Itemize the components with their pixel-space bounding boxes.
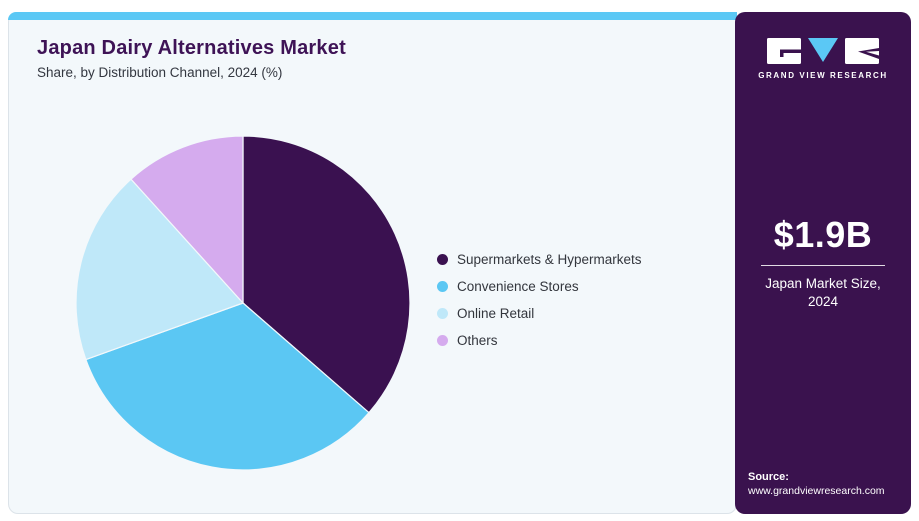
legend-item: Others xyxy=(437,331,642,349)
legend-item: Supermarkets & Hypermarkets xyxy=(437,250,642,268)
chart-card: Japan Dairy Alternatives Market Share, b… xyxy=(8,12,737,514)
pie-slice-3[interactable] xyxy=(75,178,244,361)
market-size-stat: $1.9B Japan Market Size, 2024 xyxy=(735,214,911,311)
brand-name: GRAND VIEW RESEARCH xyxy=(758,71,888,80)
legend-label: Convenience Stores xyxy=(457,278,579,294)
legend-label: Supermarkets & Hypermarkets xyxy=(457,251,642,267)
market-size-label: Japan Market Size, 2024 xyxy=(765,276,881,310)
legend: Supermarkets & Hypermarkets Convenience S… xyxy=(437,250,642,349)
brand-sidebar: GRAND VIEW RESEARCH $1.9B Japan Market S… xyxy=(735,12,911,514)
legend-label: Others xyxy=(457,332,498,348)
pie-slice-4[interactable] xyxy=(130,135,244,304)
legend-item: Convenience Stores xyxy=(437,277,642,295)
chart-title: Japan Dairy Alternatives Market xyxy=(37,37,346,59)
gvr-logo-icon xyxy=(767,38,879,64)
top-accent-bar xyxy=(8,12,737,20)
chart-subtitle: Share, by Distribution Channel, 2024 (%) xyxy=(37,65,283,80)
gvr-logo: GRAND VIEW RESEARCH xyxy=(735,38,911,80)
legend-swatch-icon xyxy=(437,307,448,319)
pie-chart xyxy=(75,135,411,471)
source-block: Source: www.grandviewresearch.com xyxy=(748,471,885,497)
legend-swatch-icon xyxy=(437,280,448,292)
legend-swatch-icon xyxy=(437,253,448,265)
legend-label: Online Retail xyxy=(457,305,535,321)
stat-divider xyxy=(761,265,885,266)
market-size-value: $1.9B xyxy=(773,214,873,255)
source-label: Source: xyxy=(748,471,789,483)
pie-slice-2[interactable] xyxy=(85,302,370,471)
pie-slice-1[interactable] xyxy=(242,135,411,414)
source-url[interactable]: www.grandviewresearch.com xyxy=(748,485,885,497)
legend-swatch-icon xyxy=(437,334,448,346)
legend-item: Online Retail xyxy=(437,304,642,322)
